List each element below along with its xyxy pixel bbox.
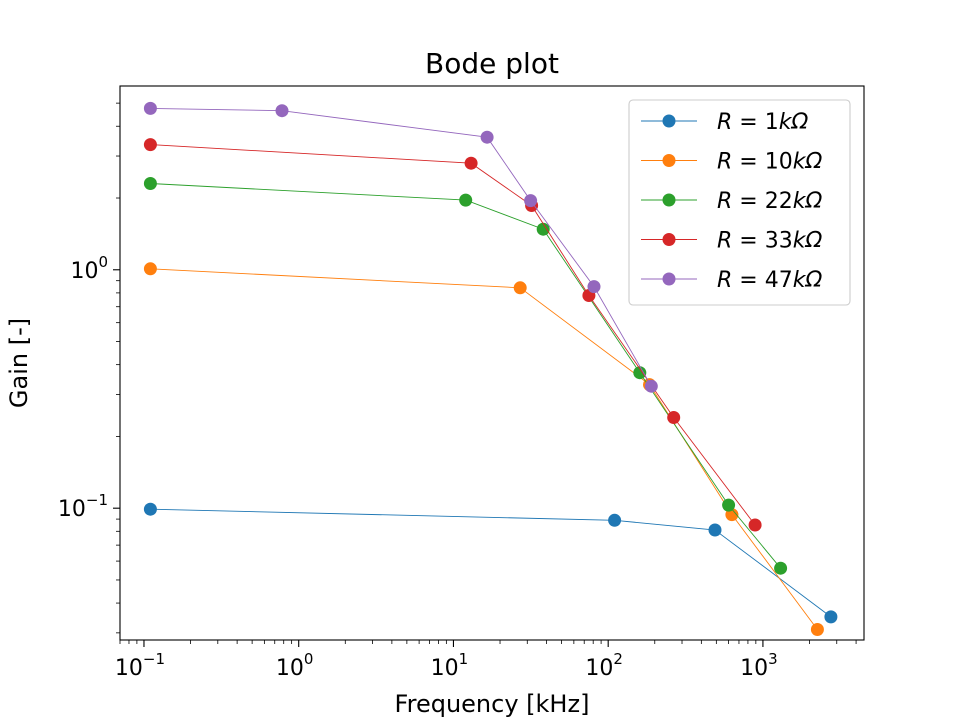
series-line — [150, 144, 756, 526]
legend-label-unit: kΩ — [793, 150, 823, 175]
legend-label-unit: kΩ — [793, 189, 823, 214]
legend-marker — [662, 154, 676, 167]
data-point — [536, 222, 550, 236]
legend-label-unit: kΩ — [779, 110, 809, 135]
data-point — [275, 104, 289, 118]
y-tick-label: 10−1 — [58, 491, 108, 522]
legend-marker — [662, 114, 676, 128]
data-point — [524, 194, 538, 208]
y-tick-label-base: 10 — [70, 259, 98, 284]
x-tick-label-base: 10 — [276, 656, 304, 681]
legend-marker — [662, 272, 676, 286]
data-point — [774, 561, 788, 575]
legend-label-value: = 22 — [732, 189, 792, 214]
axes-frame — [119, 85, 865, 641]
x-tick-label-base: 10 — [585, 656, 613, 681]
x-tick-label: 100 — [276, 650, 314, 681]
x-tick-label-base: 10 — [740, 656, 768, 681]
data-point — [464, 156, 478, 170]
series-group — [143, 101, 838, 636]
x-minor-ticks — [119, 640, 857, 644]
x-tick-label: 102 — [585, 650, 623, 681]
x-tick-label-base: 10 — [431, 656, 459, 681]
legend-marker — [662, 193, 676, 207]
legend-item: R = 33kΩ — [641, 229, 822, 254]
data-point — [748, 518, 762, 532]
y-tick-label-exponent: 0 — [98, 253, 108, 271]
data-point — [143, 101, 157, 115]
series-1 — [143, 502, 838, 624]
data-point — [143, 177, 157, 190]
legend-item: R = 1kΩ — [641, 110, 808, 135]
x-axis-label: Frequency [kHz] — [395, 690, 590, 718]
legend-label-variable: R — [717, 268, 732, 293]
series-line — [150, 107, 652, 387]
data-point — [708, 523, 722, 537]
legend-label-value: = 33 — [732, 229, 792, 254]
x-tick-label: 103 — [740, 650, 778, 681]
legend-box — [628, 99, 851, 306]
legend-label: R = 10kΩ — [717, 150, 822, 175]
data-point — [810, 623, 824, 636]
data-point — [143, 502, 157, 516]
legend-label: R = 47kΩ — [717, 268, 822, 293]
legend-label-unit: kΩ — [793, 229, 823, 254]
data-point — [722, 498, 736, 512]
legend-label-value: = 47 — [732, 268, 792, 293]
legend-marker — [662, 233, 676, 246]
legend-label-variable: R — [717, 150, 732, 175]
x-tick-label-exponent: 3 — [768, 650, 778, 668]
legend-label-variable: R — [717, 189, 732, 214]
legend-label-value: = 10 — [732, 150, 792, 175]
legend-item: R = 47kΩ — [641, 268, 822, 293]
x-tick-label: 10−1 — [115, 650, 165, 681]
data-point — [644, 379, 658, 393]
data-point — [513, 281, 527, 295]
data-point — [459, 193, 473, 207]
legend-label-variable: R — [717, 110, 732, 135]
data-point — [824, 610, 838, 624]
series-line — [150, 508, 832, 618]
y-tick-label: 100 — [70, 253, 108, 284]
legend-label-unit: kΩ — [793, 268, 823, 293]
legend-label: R = 33kΩ — [717, 229, 822, 254]
legend-label: R = 1kΩ — [717, 110, 808, 135]
y-axis-label: Gain [-] — [5, 318, 33, 408]
chart-title: Bode plot — [425, 47, 559, 80]
y-tick-label-base: 10 — [58, 497, 86, 522]
x-tick-label-exponent: 0 — [304, 650, 314, 668]
legend-item: R = 10kΩ — [641, 150, 822, 175]
x-tick-label: 101 — [431, 650, 469, 681]
data-point — [633, 366, 647, 380]
x-axis-ticks: 10−1 100 101 102 103 — [115, 640, 778, 681]
legend-label-variable: R — [717, 229, 732, 254]
data-point — [587, 280, 601, 294]
data-point — [143, 138, 157, 152]
data-point — [608, 513, 622, 527]
x-tick-label-exponent: −1 — [143, 650, 165, 668]
legend-label-value: = 1 — [732, 110, 778, 135]
data-point — [143, 262, 157, 276]
legend-label: R = 22kΩ — [717, 189, 822, 214]
data-point — [667, 411, 681, 424]
series-4 — [143, 138, 762, 532]
legend-item: R = 22kΩ — [641, 189, 822, 214]
data-point — [480, 130, 494, 144]
x-tick-label-base: 10 — [115, 656, 143, 681]
y-minor-ticks — [116, 102, 120, 634]
series-5 — [143, 101, 658, 393]
x-tick-label-exponent: 1 — [459, 650, 469, 668]
x-tick-label-exponent: 2 — [613, 650, 623, 668]
y-tick-label-exponent: −1 — [86, 491, 108, 509]
